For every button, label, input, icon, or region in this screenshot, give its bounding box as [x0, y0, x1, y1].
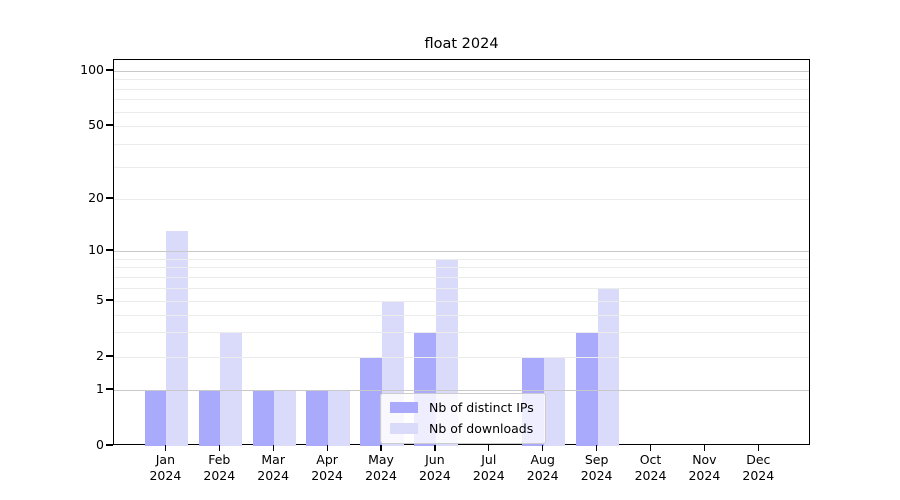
y-tick-mark — [106, 388, 113, 390]
y-tick-label: 20 — [88, 190, 104, 205]
x-tick-label: Jul 2024 — [472, 452, 505, 483]
x-tick-label: Dec 2024 — [742, 452, 775, 483]
gridline-minor — [114, 287, 809, 289]
gridline-minor — [114, 79, 809, 81]
bar-downloads-sep — [597, 287, 620, 446]
x-tick-label: Feb 2024 — [203, 452, 236, 483]
legend-swatch-downloads — [390, 423, 418, 434]
y-tick-mark — [106, 355, 113, 357]
x-tick-label: Jun 2024 — [418, 452, 451, 483]
y-tick-label: 5 — [96, 292, 104, 307]
gridline-minor — [114, 332, 809, 334]
gridline-major — [114, 71, 809, 72]
x-tick-label: Oct 2024 — [634, 452, 667, 483]
gridline-minor — [114, 267, 809, 269]
gridline-minor — [114, 126, 809, 127]
gridline-minor — [114, 301, 809, 302]
gridline-major — [114, 251, 809, 252]
x-tick-mark — [649, 445, 652, 451]
y-tick-mark — [106, 124, 113, 126]
x-tick-mark — [272, 445, 274, 451]
y-tick-mark — [106, 69, 113, 71]
legend-item-downloads: Nb of downloads — [390, 421, 534, 436]
legend-item-distinct-ips: Nb of distinct IPs — [390, 400, 534, 415]
bar-downloads-feb — [220, 332, 242, 446]
gridline-minor — [114, 357, 809, 358]
legend: Nb of distinct IPs Nb of downloads — [380, 393, 546, 444]
y-tick-mark — [106, 299, 113, 301]
x-tick-label: Jan 2024 — [149, 452, 182, 483]
bar-distinct-ips-may — [360, 357, 382, 446]
bar-downloads-mar — [274, 390, 296, 446]
y-tick-label: 50 — [88, 117, 104, 132]
bar-distinct-ips-jan — [144, 390, 167, 446]
x-tick-mark — [757, 445, 759, 451]
plot-area — [113, 59, 810, 446]
y-tick-mark — [106, 249, 113, 251]
bar-downloads-aug — [543, 357, 566, 446]
y-tick-mark — [106, 197, 113, 199]
x-tick-mark — [703, 445, 706, 451]
x-tick-mark — [380, 445, 382, 451]
x-tick-label: May 2024 — [365, 452, 397, 483]
y-tick-label: 100 — [80, 62, 104, 77]
bar-distinct-ips-apr — [306, 390, 329, 446]
gridline-minor — [114, 88, 809, 90]
gridline-major — [114, 390, 809, 391]
chart-title: float 2024 — [424, 36, 499, 52]
bar-distinct-ips-feb — [198, 390, 221, 446]
x-tick-mark — [596, 445, 598, 451]
legend-swatch-distinct-ips — [390, 402, 418, 413]
y-tick-label: 2 — [96, 348, 104, 363]
gridline-minor — [114, 314, 809, 316]
y-tick-label: 0 — [96, 437, 104, 452]
x-tick-label: Nov 2024 — [688, 452, 721, 483]
x-tick-mark — [326, 445, 328, 451]
x-tick-label: Mar 2024 — [257, 452, 290, 483]
y-tick-label: 10 — [88, 242, 104, 257]
gridline-minor — [114, 166, 809, 168]
gridline-minor — [114, 258, 809, 260]
bar-downloads-apr — [328, 390, 350, 446]
x-tick-label: Sep 2024 — [580, 452, 613, 483]
gridline-minor — [114, 111, 809, 113]
legend-label-downloads: Nb of downloads — [429, 421, 534, 436]
y-tick-mark — [106, 444, 113, 446]
gridline-minor — [114, 143, 809, 145]
bar-downloads-jan — [166, 231, 189, 446]
x-tick-label: Apr 2024 — [311, 452, 343, 483]
x-tick-mark — [488, 445, 490, 451]
x-tick-mark — [164, 445, 167, 451]
gridline-minor — [114, 199, 809, 200]
legend-label-distinct-ips: Nb of distinct IPs — [429, 400, 534, 415]
x-tick-mark — [542, 445, 544, 451]
x-tick-mark — [218, 445, 220, 451]
x-tick-label: Aug 2024 — [526, 452, 559, 483]
gridline-minor — [114, 99, 809, 101]
bar-distinct-ips-sep — [575, 332, 598, 446]
bar-distinct-ips-mar — [252, 390, 275, 446]
gridline-minor — [114, 276, 809, 278]
y-tick-label: 1 — [96, 381, 104, 396]
x-tick-mark — [434, 445, 436, 451]
